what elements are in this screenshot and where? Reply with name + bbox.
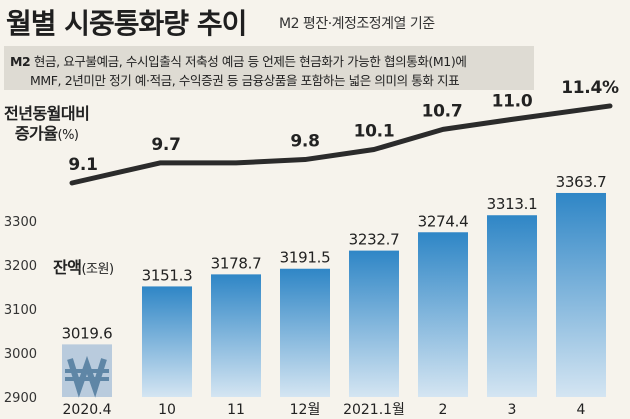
bar-value-label: 3274.4: [418, 212, 469, 230]
bar: [349, 250, 399, 397]
x-tick-label: 4: [577, 402, 586, 418]
balance-label-unit: (조원): [81, 262, 114, 277]
growth-line-path: [69, 103, 613, 186]
bar: [142, 286, 192, 397]
x-tick-label: 2020.4: [63, 402, 112, 418]
growth-label-unit: (%): [57, 128, 80, 143]
y-tick-label: 3200: [4, 259, 37, 274]
bar-value-label: 3191.5: [280, 249, 331, 267]
growth-value-label: 11.0: [492, 91, 533, 111]
definition-term: M2: [10, 54, 31, 69]
bar: [556, 192, 606, 397]
y-tick-label: 2900: [4, 391, 37, 406]
growth-label-line-1: 전년동월대비: [4, 104, 90, 123]
bar-value-label: 3151.3: [142, 266, 193, 284]
definition-line-1: M2 현금, 요구불예금, 수시입출식 저축성 예금 등 언제든 현금화가 가능…: [10, 51, 467, 70]
definition-line-2: MMF, 2년미만 정기 예·적금, 수익증권 등 금융상품을 포함하는 넓은 …: [30, 73, 460, 88]
growth-rate-label: 전년동월대비 증가율(%): [4, 104, 90, 146]
bar-value-label: 3178.7: [211, 254, 262, 272]
x-tick-label: 3: [508, 402, 517, 418]
definition-box: [4, 46, 534, 90]
definition-text-1: 현금, 요구불예금, 수시입출식 저축성 예금 등 언제든 현금화가 가능한 협…: [33, 54, 467, 69]
y-axis: 2900 3000 3100 3200 3300: [4, 215, 37, 406]
y-tick-label: 3000: [4, 347, 37, 362]
bar: [487, 215, 537, 397]
balance-label: 잔액(조원): [53, 254, 114, 278]
x-axis: 2020.4 10 11 12월 2021.1월 2 3 4: [63, 402, 586, 418]
x-tick-label: 2021.1월: [343, 402, 405, 418]
y-tick-label: 3300: [4, 215, 37, 230]
growth-value-label: 10.1: [354, 122, 395, 142]
bar: [280, 268, 330, 397]
x-tick-label: 2: [439, 402, 448, 418]
x-tick-label: 10: [158, 402, 176, 418]
growth-line: 9.1 9.7 9.8 10.1 10.7 11.0 11.4%: [68, 78, 619, 186]
growth-value-label: 9.8: [290, 132, 319, 152]
bars: 3019.6 3151.3 3178.7 3191.5 3232.7 3274.4 3313…: [62, 173, 607, 398]
bar-value-label: 3019.6: [62, 324, 113, 342]
bar-value-label: 3363.7: [556, 173, 607, 191]
chart-subtitle: M2 평잔·계정조정계열 기준: [279, 16, 435, 32]
x-tick-label: 12월: [290, 402, 321, 418]
x-tick-label: 11: [227, 402, 245, 418]
bar-value-label: 3313.1: [487, 195, 538, 213]
won-icon: [65, 355, 109, 398]
bar: [211, 274, 261, 397]
growth-value-label: 9.1: [68, 155, 97, 175]
chart-title: 월별 시중통화량 추이: [6, 7, 247, 40]
growth-label-line-2: 증가율: [14, 124, 58, 143]
balance-label-text: 잔액: [53, 258, 82, 277]
growth-value-label: 11.4%: [561, 78, 619, 98]
y-tick-label: 3100: [4, 303, 37, 318]
bar-value-label: 3232.7: [349, 231, 400, 249]
bar: [418, 232, 468, 397]
growth-value-label: 10.7: [422, 101, 463, 121]
growth-value-label: 9.7: [151, 135, 180, 155]
